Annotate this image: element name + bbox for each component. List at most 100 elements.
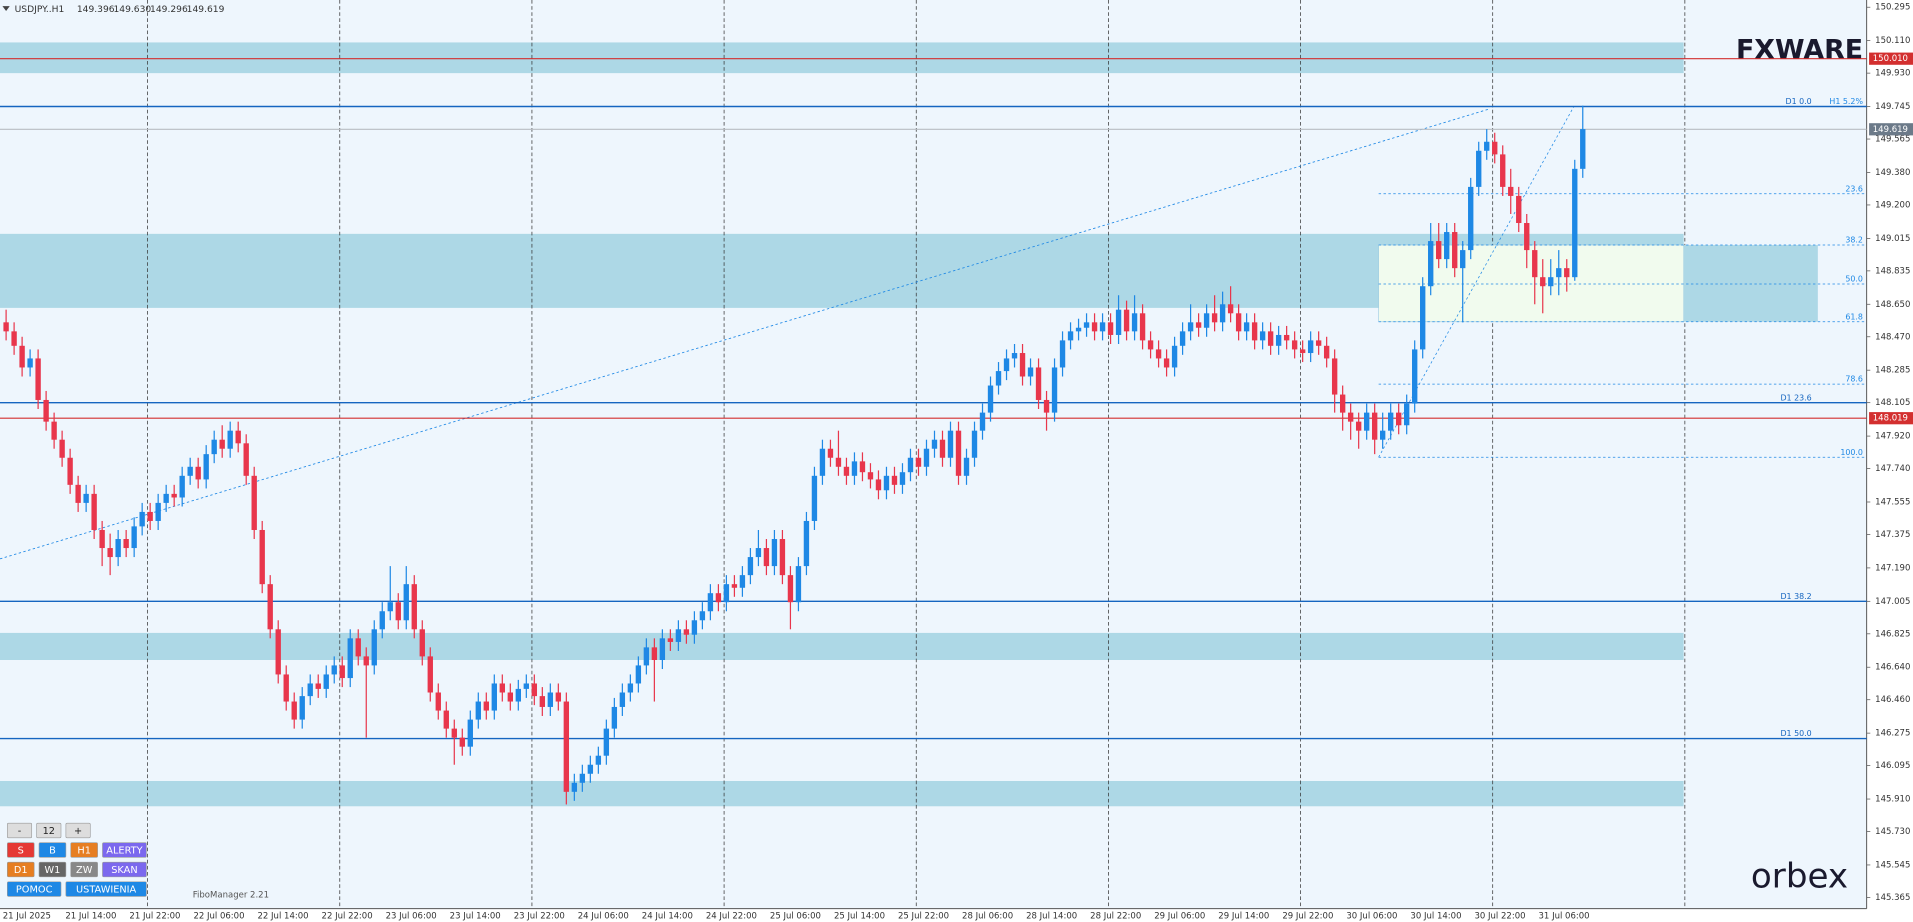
menu-arrow[interactable] <box>2 6 10 11</box>
toolbar-button[interactable] <box>70 842 98 858</box>
candle-body <box>747 557 754 576</box>
candle-body <box>491 683 497 711</box>
candle-body <box>1355 421 1362 431</box>
candle-body <box>683 629 690 635</box>
fib-label: 23.6 <box>1845 184 1863 193</box>
toolbar-button-label[interactable]: POMOC <box>16 885 53 896</box>
candle-body <box>1067 331 1074 341</box>
candle-body <box>1580 129 1586 169</box>
ohlc-high: 149.630 <box>113 5 151 15</box>
y-tick-label: 146.460 <box>1875 695 1910 705</box>
candle-body <box>259 529 265 585</box>
toolbar-button[interactable] <box>38 861 67 878</box>
y-tick-label: 147.920 <box>1875 432 1910 442</box>
toolbar-button-label[interactable]: SKAN <box>111 865 137 876</box>
candle-body <box>211 439 217 455</box>
candle-body <box>691 620 698 635</box>
y-tick-label: 149.380 <box>1875 168 1910 178</box>
y-tick-label: 149.565 <box>1875 135 1910 145</box>
candle-body <box>147 511 153 521</box>
candle-body <box>715 593 722 603</box>
candle-body <box>467 719 473 747</box>
toolbar-button[interactable] <box>65 881 147 897</box>
candle-body <box>643 647 650 666</box>
toolbar-button-label[interactable]: H1 <box>77 846 91 857</box>
y-tick-label: 149.015 <box>1875 234 1910 244</box>
y-tick-label: 145.365 <box>1875 893 1910 903</box>
candle-body <box>1203 313 1210 328</box>
toolbar-button[interactable] <box>7 861 35 878</box>
toolbar-button[interactable] <box>7 822 33 839</box>
toolbar-button-label[interactable]: - <box>18 826 22 837</box>
candle-body <box>1548 277 1554 287</box>
candle-body <box>1227 304 1234 314</box>
candle-body <box>1540 277 1546 287</box>
level-label: D1 0.0 <box>1786 97 1812 106</box>
toolbar-button-label[interactable]: ALERTY <box>106 846 142 857</box>
candle-body <box>571 782 578 792</box>
y-tick-label: 148.285 <box>1875 366 1910 376</box>
candle-body <box>1283 334 1290 341</box>
toolbar-button[interactable] <box>38 842 67 858</box>
toolbar-button[interactable] <box>7 881 62 897</box>
fib-label: 78.6 <box>1845 375 1863 384</box>
toolbar-button-label[interactable]: S <box>18 846 24 857</box>
level-label: D1 50.0 <box>1780 729 1811 738</box>
y-tick-label: 146.095 <box>1875 761 1910 771</box>
candle-body <box>171 493 177 498</box>
candle-body <box>515 688 521 702</box>
candle-body <box>243 443 249 476</box>
candle-body <box>27 358 33 368</box>
candle-body <box>387 602 393 612</box>
toolbar-button-label[interactable]: B <box>49 846 56 857</box>
toolbar-button[interactable] <box>70 861 98 878</box>
candle-body <box>1508 186 1514 196</box>
candle-body <box>1187 322 1194 332</box>
toolbar-button[interactable] <box>36 822 62 839</box>
candle-body <box>395 602 401 621</box>
toolbar-button[interactable] <box>65 822 91 839</box>
candle-body <box>1532 250 1538 278</box>
toolbar-button-label[interactable]: USTAWIENIA <box>76 885 137 896</box>
candle-body <box>779 539 786 576</box>
toolbar-button[interactable] <box>7 842 35 858</box>
candle-body <box>1115 309 1122 335</box>
candle-body <box>339 665 345 679</box>
x-tick-label: 23 Jul 22:00 <box>514 911 565 921</box>
toolbar-button-label[interactable]: 12 <box>43 826 55 837</box>
candle-body <box>35 358 41 400</box>
toolbar-button-label[interactable]: ZW <box>76 865 93 876</box>
candle-body <box>1139 313 1146 341</box>
candle-body <box>531 683 538 697</box>
candle-body <box>579 773 586 783</box>
candle-body <box>979 412 986 431</box>
toolbar-button-label[interactable]: W1 <box>45 865 61 876</box>
candle-body <box>915 457 922 467</box>
y-tick-label: 145.545 <box>1875 860 1910 870</box>
zone <box>0 632 1684 661</box>
candle-body <box>555 692 562 702</box>
candle-body <box>251 475 257 530</box>
candle-body <box>91 493 97 530</box>
candle-body <box>1468 186 1474 251</box>
candle-body <box>907 457 914 473</box>
candle-body <box>803 520 810 567</box>
toolbar-button[interactable] <box>102 861 147 878</box>
toolbar-button[interactable] <box>102 842 147 858</box>
x-tick-label: 21 Jul 2025 <box>3 911 51 921</box>
candle-body <box>1428 241 1434 287</box>
candle-body <box>43 399 49 422</box>
x-tick-label: 25 Jul 22:00 <box>898 911 949 921</box>
candle-body <box>1155 349 1162 359</box>
candle-body <box>131 526 137 549</box>
toolbar-button-label[interactable]: + <box>74 826 82 837</box>
candle-body <box>627 683 634 693</box>
candle-body <box>1235 313 1242 332</box>
y-tick-label: 147.005 <box>1875 597 1910 607</box>
candle-body <box>1251 322 1258 341</box>
candle-body <box>955 430 962 476</box>
candle-body <box>1363 412 1370 431</box>
candle-body <box>483 701 489 711</box>
toolbar-button-label[interactable]: D1 <box>14 865 28 876</box>
candle-body <box>659 638 666 661</box>
